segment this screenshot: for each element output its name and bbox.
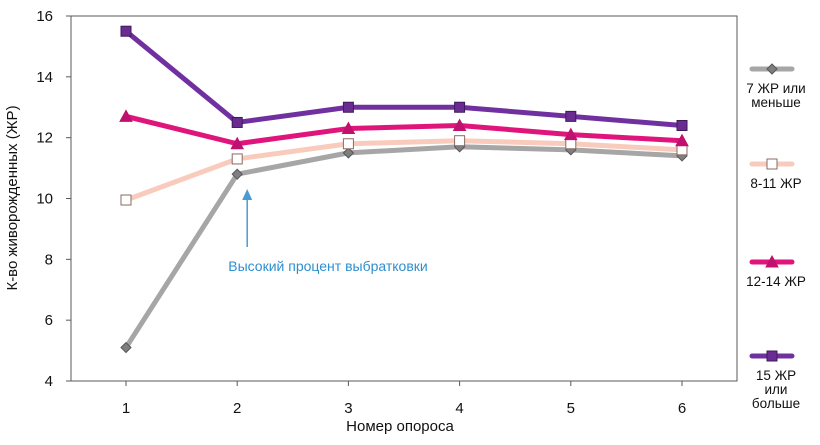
data-point xyxy=(120,341,132,354)
legend-label: меньше xyxy=(751,95,801,110)
annotation-arrow-head xyxy=(242,189,253,200)
x-tick-label: 5 xyxy=(567,400,575,417)
annotation-layer: Высокий процент выбратковки xyxy=(228,189,428,274)
data-point xyxy=(120,194,132,206)
legend-swatch-marker xyxy=(766,350,778,362)
data-point xyxy=(676,144,688,156)
data-point xyxy=(563,127,578,141)
legend-label: или xyxy=(765,382,788,397)
y-tick-label: 16 xyxy=(36,8,53,25)
y-tick-label: 4 xyxy=(45,373,53,390)
data-point xyxy=(565,138,577,150)
series-layer xyxy=(119,25,689,354)
legend-label: 8-11 ЖР xyxy=(750,176,801,191)
series-line xyxy=(123,113,685,147)
x-axis-title: Номер опороса xyxy=(346,418,454,435)
data-point xyxy=(120,25,132,37)
y-tick-label: 8 xyxy=(45,251,53,268)
x-tick-label: 2 xyxy=(233,400,241,417)
annotation-text: Высокий процент выбратковки xyxy=(228,258,427,274)
data-point xyxy=(231,168,243,180)
series-2 xyxy=(120,135,688,206)
data-point xyxy=(675,133,689,147)
series-3 xyxy=(119,109,689,150)
legend-label: 7 ЖР или xyxy=(746,81,805,96)
legend-label: 15 ЖР xyxy=(756,368,796,383)
x-tick-label: 6 xyxy=(678,400,686,417)
data-point xyxy=(676,120,688,131)
y-tick-label: 12 xyxy=(36,130,53,147)
legend-label: 12-14 ЖР xyxy=(746,274,806,289)
y-axis-title: К-во живорожденных (ЖР) xyxy=(4,105,21,290)
data-point xyxy=(454,135,466,147)
data-point xyxy=(230,136,245,150)
data-point xyxy=(454,101,466,113)
data-point xyxy=(342,138,354,150)
series-4 xyxy=(120,25,688,131)
series-line xyxy=(123,138,685,203)
x-tick-label: 3 xyxy=(344,400,352,417)
series-1 xyxy=(120,141,688,354)
x-tick-label: 1 xyxy=(122,400,130,417)
data-point xyxy=(342,147,355,159)
legend-item: 12-14 ЖР xyxy=(746,254,806,289)
legend-item: 8-11 ЖР xyxy=(749,158,802,191)
legend-swatch-marker xyxy=(766,158,778,170)
data-point xyxy=(231,116,243,128)
series-line xyxy=(123,144,685,351)
y-tick-label: 6 xyxy=(45,312,53,329)
legend-label: больше xyxy=(752,396,800,411)
data-point xyxy=(231,153,243,165)
legend-swatch-marker xyxy=(766,63,778,75)
series-line xyxy=(123,28,685,128)
x-tick-label: 4 xyxy=(455,400,463,417)
data-point xyxy=(565,110,577,122)
y-tick-label: 10 xyxy=(36,191,53,208)
data-point xyxy=(452,118,467,131)
data-point xyxy=(119,109,133,122)
data-point xyxy=(341,121,356,135)
legend-swatch-marker xyxy=(765,254,779,268)
y-tick-label: 14 xyxy=(36,69,53,86)
data-point xyxy=(342,101,354,113)
